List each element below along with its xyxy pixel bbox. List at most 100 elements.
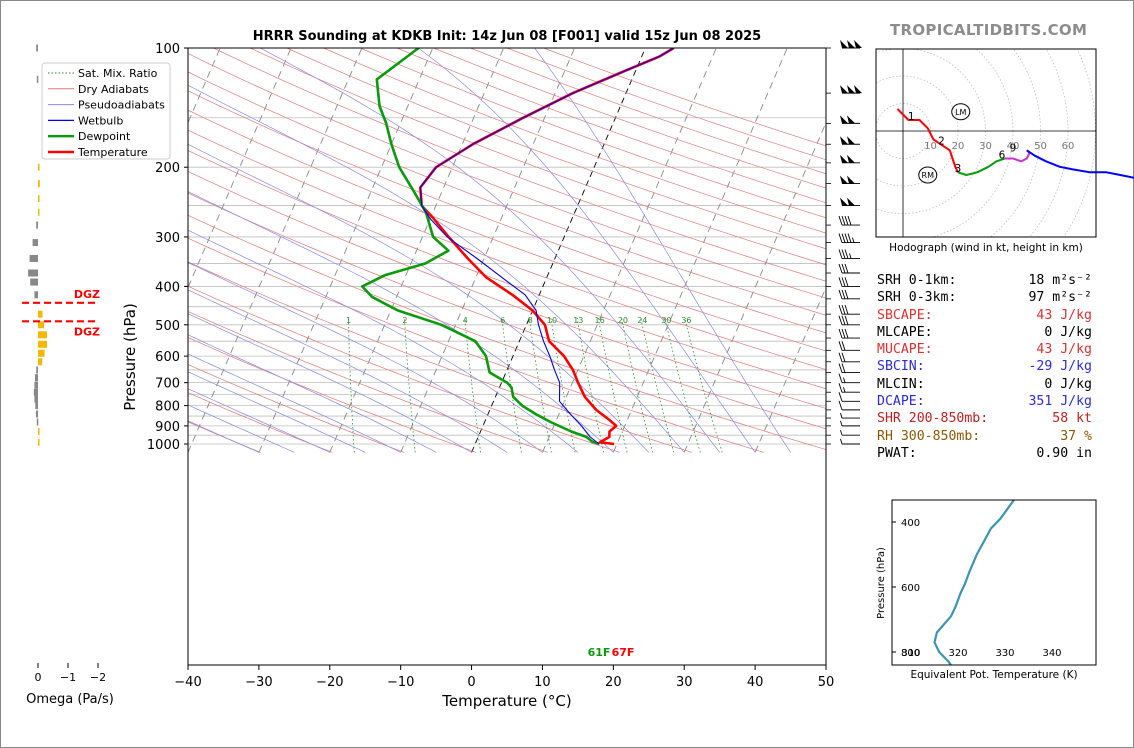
barb-flag	[838, 315, 843, 325]
barb-flag	[847, 233, 852, 243]
mixing-ratio-label: 16	[595, 316, 605, 325]
mixing-ratio-line	[576, 317, 605, 453]
theta-e-x-tick-label: 330	[995, 648, 1014, 659]
hodograph-ring-label: 50	[1034, 141, 1047, 152]
barb-half-flag	[840, 438, 843, 445]
wind-barb	[838, 352, 860, 363]
mixing-ratio-label: 13	[573, 316, 583, 325]
hodograph-ring-label: 20	[952, 141, 965, 152]
pseudoadiabat-line	[188, 143, 650, 453]
isotherm-line	[0, 48, 7, 452]
x-tick-label: 10	[534, 675, 551, 690]
dry-adiabat-line	[188, 285, 621, 453]
dry-adiabat-line	[188, 150, 826, 390]
theta-e-y-tick-label: 400	[901, 518, 920, 529]
y-axis-label: Pressure (hPa)	[121, 303, 139, 411]
wind-barb	[838, 383, 860, 393]
pseudoadiabat-line	[260, 48, 720, 453]
left-mover-label: LM	[955, 108, 966, 117]
legend-label: Temperature	[77, 146, 148, 159]
mixing-ratio-line	[528, 317, 552, 453]
barb-flag	[838, 363, 843, 373]
pseudoadiabat-line	[188, 289, 508, 453]
chart-title: HRRR Sounding at KDKB Init: 14z Jun 08 […	[253, 29, 761, 44]
wind-barb	[838, 363, 860, 373]
hodograph-ring-label: 40	[1007, 141, 1020, 152]
wind-barb	[838, 305, 860, 315]
mixing-ratio-label: 6	[500, 316, 505, 325]
barb-flag	[844, 289, 849, 299]
mixing-ratio-line	[684, 317, 723, 453]
mixing-ratio-line	[348, 317, 355, 453]
barb-half-flag	[840, 412, 843, 419]
wind-barb	[840, 420, 860, 427]
wetbulb-profile	[419, 48, 675, 445]
wind-barb	[840, 430, 860, 436]
wind-barb	[838, 249, 860, 259]
barb-pennant	[840, 154, 848, 163]
theta-e-profile	[933, 500, 1016, 665]
dry-adiabat-line	[250, 48, 826, 266]
x-tick-label: 0	[467, 675, 475, 690]
mixing-ratio-line	[664, 317, 701, 453]
stat-row: SRH 0-1km: 18 m²s⁻²	[877, 272, 1092, 289]
barb-flag	[838, 263, 843, 274]
dry-adiabat-line	[188, 71, 826, 316]
omega-bar	[34, 381, 38, 389]
isotherm-line	[754, 286, 826, 453]
omega-bar	[38, 195, 40, 203]
mixing-ratio-line	[640, 317, 675, 453]
dry-adiabat-line	[188, 237, 764, 453]
stat-value: 0.90 in	[1036, 445, 1092, 461]
barb-flag	[838, 341, 843, 351]
pseudoadiabat-line	[188, 334, 437, 453]
theta-e-y-label: Pressure (hPa)	[876, 547, 887, 619]
pseudoadiabat-line	[188, 371, 366, 453]
barb-pennant	[840, 40, 848, 48]
y-tick-label: 500	[155, 319, 180, 334]
stat-value: 58 kt	[1052, 411, 1092, 427]
barb-flag	[838, 352, 843, 362]
omega-bar	[36, 418, 39, 426]
wind-barb	[838, 277, 860, 287]
pseudoadiabat-line	[188, 262, 543, 453]
stat-label: MLCIN:	[877, 376, 925, 392]
barb-flag	[841, 215, 846, 226]
stat-label: DCAPE:	[877, 394, 925, 410]
wind-barb	[840, 154, 860, 164]
theta-e-y-tick-label: 800	[901, 648, 920, 659]
pseudoadiabat-line	[418, 48, 756, 453]
mixing-ratio-line	[621, 317, 653, 453]
barb-flag	[844, 233, 849, 243]
pseudoadiabat-line	[188, 313, 472, 453]
stat-row: SBCIN: -29 J/kg	[877, 358, 1092, 375]
stat-row: SRH 0-3km: 97 m²s⁻²	[877, 289, 1092, 306]
barb-flag	[838, 383, 843, 393]
omega-bar	[35, 402, 38, 410]
hodograph-height-label: 9	[1010, 143, 1017, 155]
y-tick-label: 100	[155, 42, 180, 57]
omega-bar	[36, 221, 38, 229]
legend-label: Dewpoint	[78, 130, 131, 143]
dry-adiabat-line	[188, 364, 405, 453]
omega-bar	[38, 180, 40, 188]
isotherm-line	[188, 48, 221, 124]
pseudoadiabat-line	[188, 420, 260, 453]
omega-bar	[38, 340, 47, 348]
barb-flag	[844, 263, 849, 274]
isotherm-line	[683, 121, 826, 453]
barb-flag	[838, 305, 843, 315]
barb-pennant	[840, 136, 848, 145]
stat-label: SBCIN:	[877, 359, 925, 375]
y-tick-label: 900	[155, 420, 180, 435]
pseudoadiabat-line	[188, 404, 295, 453]
barb-flag	[841, 249, 846, 259]
wind-barb	[840, 412, 860, 419]
omega-bar	[35, 374, 38, 382]
wind-barb	[838, 400, 860, 411]
barb-flag	[838, 289, 843, 299]
y-tick-label: 400	[155, 280, 180, 295]
pseudoadiabat-line	[188, 353, 401, 453]
dewpoint-profile	[360, 48, 600, 446]
stat-row: PWAT: 0.90 in	[877, 445, 1092, 462]
